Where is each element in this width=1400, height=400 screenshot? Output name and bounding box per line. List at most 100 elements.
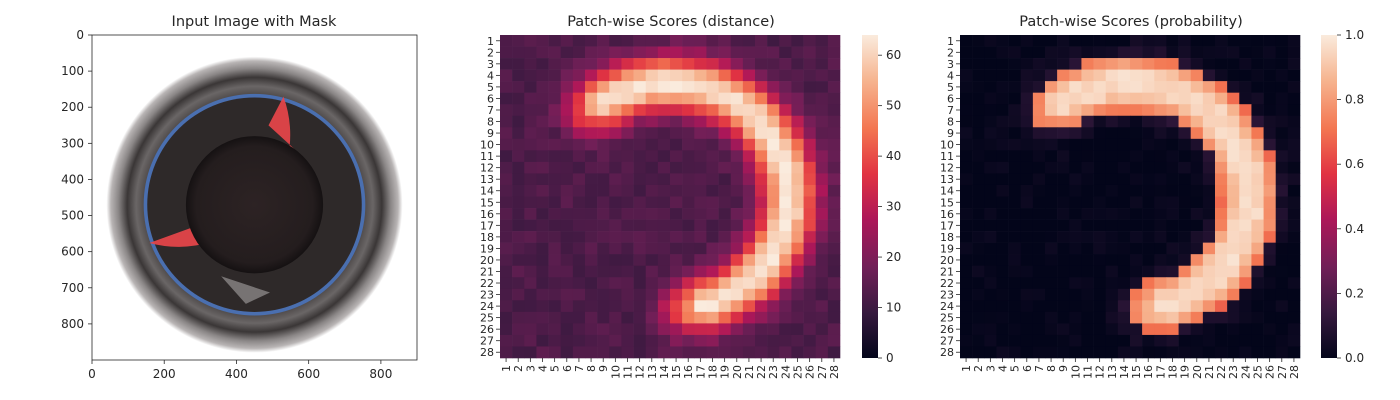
heatmap-cell	[730, 219, 744, 232]
heatmap-cell	[1069, 196, 1082, 209]
heatmap-cell	[791, 323, 804, 336]
heatmap-cell	[815, 184, 829, 197]
col-tick-label: 22	[1215, 365, 1228, 379]
heatmap-cell	[815, 104, 829, 117]
heatmap-cell	[1069, 138, 1082, 151]
heatmap-cell	[572, 242, 586, 255]
heatmap-cell	[1020, 69, 1034, 82]
heatmap-cell	[742, 104, 756, 117]
heatmap-cell	[1287, 138, 1301, 151]
heatmap-cell	[1154, 334, 1167, 347]
heatmap-cell	[536, 231, 549, 243]
heatmap-cell	[1239, 173, 1252, 186]
heatmap-cell	[1117, 277, 1131, 290]
heatmap-cell	[718, 58, 732, 70]
heatmap-cell	[1166, 46, 1179, 59]
heatmap-cell	[1178, 242, 1192, 255]
heatmap-cell	[1008, 69, 1022, 82]
heatmap-cell	[609, 81, 622, 93]
heatmap-cell	[1081, 161, 1094, 174]
heatmap-cell	[1287, 346, 1301, 359]
heatmap-cell	[972, 35, 985, 47]
heatmap-cell	[694, 115, 707, 128]
heatmap-cell	[560, 58, 574, 70]
heatmap-cell	[657, 346, 671, 359]
heatmap-cell	[1045, 104, 1058, 117]
heatmap-cell	[1130, 173, 1143, 186]
heatmap-cell	[706, 46, 719, 59]
heatmap-cell	[718, 35, 732, 47]
col-tick-label: 10	[1069, 365, 1082, 379]
heatmap-cell	[1117, 35, 1131, 47]
heatmap-cell	[706, 161, 719, 174]
heatmap-cell	[536, 184, 549, 197]
heatmap-cell	[1166, 334, 1179, 347]
heatmap-cell	[1105, 81, 1119, 93]
heatmap-cell	[657, 277, 671, 290]
heatmap-cell	[1166, 346, 1179, 359]
heatmap-cell	[1202, 161, 1216, 174]
heatmap-cell	[1117, 323, 1131, 336]
heatmap-cell	[742, 150, 756, 163]
heatmap-cell	[803, 173, 817, 186]
heatmap-cell	[657, 46, 671, 59]
heatmap-cell	[960, 288, 973, 301]
heatmap-cell	[572, 254, 586, 267]
heatmap-cell	[1117, 150, 1131, 163]
heatmap-cell	[1263, 173, 1277, 186]
heatmap-cell	[1081, 208, 1094, 220]
heatmap-cell	[1045, 161, 1058, 174]
heatmap-cell	[827, 173, 841, 186]
heatmap-cell	[645, 242, 659, 255]
heatmap-cell	[645, 35, 659, 47]
heatmap-cell	[1287, 127, 1301, 140]
heatmap-cell	[633, 184, 647, 197]
heatmap-cell	[1202, 138, 1216, 151]
heatmap-cell	[1215, 242, 1228, 255]
heatmap-cell	[1093, 300, 1107, 313]
heatmap-cell	[1069, 92, 1082, 105]
heatmap-cell	[694, 92, 707, 105]
heatmap-cell	[500, 208, 513, 220]
heatmap-cell	[803, 300, 817, 313]
distance-heatmap-panel: Patch-wise Scores (distance) 12345678910…	[480, 14, 901, 379]
heatmap-cell	[548, 150, 562, 163]
heatmap-cell	[682, 46, 695, 59]
heatmap-cell	[536, 115, 549, 128]
heatmap-cell	[670, 334, 683, 347]
heatmap-cell	[1069, 231, 1082, 243]
heatmap-cell	[609, 138, 622, 151]
heatmap-cell	[548, 58, 562, 70]
heatmap-cell	[984, 173, 997, 186]
heatmap-cell	[1081, 115, 1094, 128]
row-tick-label: 14	[480, 185, 494, 198]
heatmap-cell	[1032, 265, 1046, 278]
heatmap-cell	[1117, 231, 1131, 243]
y-tick-label: 500	[61, 209, 84, 223]
heatmap-cell	[694, 334, 707, 347]
heatmap-cell	[682, 81, 695, 93]
heatmap-cell	[1202, 346, 1216, 359]
heatmap-cell	[609, 69, 622, 82]
col-tick-label: 28	[828, 365, 841, 379]
heatmap-cell	[1215, 288, 1228, 301]
heatmap-cell	[536, 288, 549, 301]
heatmap-cell	[1166, 58, 1179, 70]
heatmap-cell	[1057, 58, 1070, 70]
heatmap-cell	[827, 69, 841, 82]
heatmap-cell	[512, 208, 525, 220]
heatmap-cell	[1069, 265, 1082, 278]
colorbar-tick-label: 40	[886, 149, 901, 163]
heatmap-cell	[1081, 196, 1094, 209]
heatmap-cell	[984, 92, 997, 105]
heatmap-cell	[1190, 196, 1204, 209]
heatmap-cell	[742, 288, 756, 301]
heatmap-cell	[1275, 161, 1289, 174]
heatmap-cell	[536, 265, 549, 278]
heatmap-cell	[706, 138, 719, 151]
heatmap-cell	[718, 81, 732, 93]
heatmap-cell	[730, 127, 744, 140]
heatmap-cell	[815, 173, 829, 186]
heatmap-cell	[1105, 231, 1119, 243]
heatmap-cell	[524, 277, 537, 290]
